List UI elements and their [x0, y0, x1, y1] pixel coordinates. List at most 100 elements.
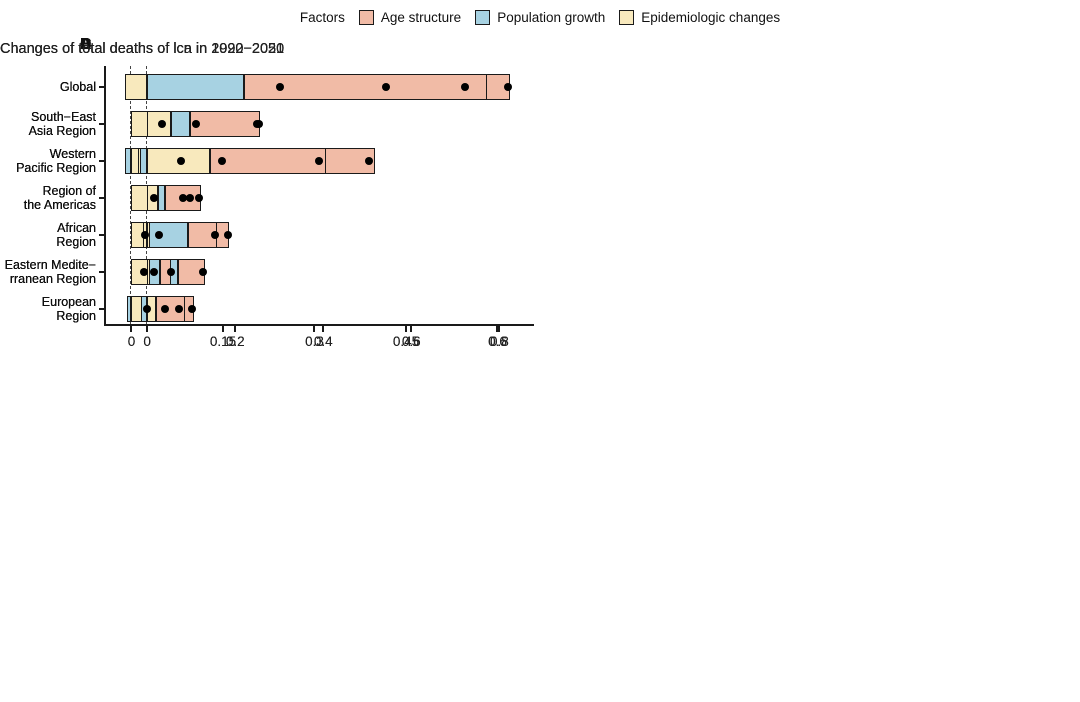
y-axis-label: Western Pacific Region [16, 146, 96, 176]
legend-item-epidemiologic-changes: Epidemiologic changes [619, 9, 781, 25]
legend: Factors Age structure Population growth … [0, 4, 1080, 30]
x-axis-tick-label: 0.6 [401, 334, 421, 349]
x-axis-tick-label: 0.4 [313, 334, 333, 349]
net-change-dot [139, 268, 148, 276]
age-structure-segment [210, 148, 327, 174]
panel-letter: B [80, 36, 92, 53]
x-axis-tick [496, 326, 499, 332]
x-axis-tick-label: 0.45 [392, 334, 420, 349]
net-change-dot [161, 305, 169, 313]
legend-title: Factors [299, 9, 345, 25]
net-change-dot [186, 194, 195, 202]
net-change-dot [157, 120, 166, 128]
y-axis-label: European Region [41, 294, 96, 324]
y-axis-label: Eastern Medite− rranean Region [4, 257, 96, 287]
y-axis-label: Global [59, 79, 96, 94]
net-change-dot [504, 83, 513, 91]
x-axis-tick [404, 326, 407, 332]
y-axis-label: South−East Asia Region [28, 109, 96, 139]
y-axis-label: Global [59, 79, 96, 94]
x-axis-tick-label: 0.6 [488, 334, 507, 349]
zero-reference-line [130, 66, 132, 324]
x-axis-tick [322, 326, 325, 332]
y-axis-label: Region of the Americas [23, 183, 96, 213]
y-axis-tick [99, 308, 104, 310]
y-axis-label: Region of the Americas [23, 183, 96, 213]
x-axis-tick-label: 0 [143, 334, 151, 349]
legend-item-age-structure: Age structure [358, 9, 462, 25]
x-axis-tick-label: 0.8 [489, 334, 509, 349]
y-axis-label: Region of the Americas [23, 183, 96, 213]
panels-grid: A Changes of total deaths of lcn in 1990… [0, 30, 1080, 702]
net-change-dot [314, 157, 323, 165]
y-axis-label: South−East Asia Region [28, 109, 96, 139]
y-axis-label: Western Pacific Region [16, 146, 96, 176]
panel-letter: C [80, 36, 92, 53]
x-axis-tick [130, 326, 133, 332]
y-axis-tick [99, 197, 104, 199]
x-axis-line [104, 324, 534, 326]
x-axis-tick [410, 326, 413, 332]
y-axis-tick [99, 86, 104, 88]
y-axis-label: Global [59, 79, 96, 94]
net-change-dot [150, 194, 159, 202]
y-axis-tick [99, 234, 104, 236]
net-change-dot [155, 231, 164, 239]
net-change-dot [255, 120, 264, 128]
net-change-dot [224, 231, 233, 239]
y-axis-label: South−East Asia Region [28, 109, 96, 139]
epidemiologic-changes-swatch-icon [619, 9, 635, 25]
y-axis-label: Western Pacific Region [16, 146, 96, 176]
y-axis-tick [99, 271, 104, 273]
panel-letter: A [80, 36, 92, 53]
y-axis-label: European Region [41, 294, 96, 324]
x-axis-tick-label: 0.2 [225, 334, 245, 349]
y-axis-label: African Region [56, 220, 96, 250]
age-structure-swatch-icon [358, 9, 374, 25]
net-change-dot [199, 268, 208, 276]
x-axis-tick-label: 0.15 [209, 334, 237, 349]
y-axis-label: Eastern Medite− rranean Region [4, 257, 96, 287]
x-axis-tick-label: 0.4 [313, 334, 333, 349]
net-change-dot [195, 194, 204, 202]
net-change-dot [460, 83, 469, 91]
y-axis-label: Western Pacific Region [16, 146, 96, 176]
x-axis-tick [146, 326, 149, 332]
x-axis-tick-label: 0.3 [305, 334, 324, 349]
net-change-dot [179, 194, 188, 202]
panel-D: D Changes of total deaths of lca in 2022… [0, 30, 540, 366]
net-change-dot [177, 157, 186, 165]
x-axis-tick [221, 326, 224, 332]
x-axis-tick-label: 0 [143, 334, 151, 349]
net-change-dot [275, 83, 284, 91]
y-axis-line [104, 66, 106, 326]
x-axis-tick [313, 326, 316, 332]
x-axis-tick-label: 0 [127, 334, 136, 349]
legend-item-population-growth: Population growth [475, 9, 606, 25]
net-change-dot [365, 157, 374, 165]
y-axis-label: Region of the Americas [23, 183, 96, 213]
legend-item-label: Epidemiologic changes [641, 9, 781, 25]
x-axis-tick [498, 326, 501, 332]
population-growth-segment [139, 148, 148, 174]
y-axis-label: European Region [41, 294, 96, 324]
age-structure-segment [244, 74, 488, 100]
y-axis-label: African Region [56, 220, 96, 250]
population-growth-swatch-icon [475, 9, 491, 25]
net-change-dot [149, 268, 158, 276]
population-growth-segment [171, 111, 191, 137]
y-axis-label: South−East Asia Region [28, 109, 96, 139]
legend-item-label: Population growth [497, 9, 606, 25]
x-axis-tick-label: 0.6 [401, 334, 421, 349]
y-axis-label: Eastern Medite− rranean Region [4, 257, 96, 287]
net-change-dot [381, 83, 390, 91]
y-axis-label: African Region [56, 220, 96, 250]
x-axis-tick-label: 0.45 [392, 334, 420, 349]
panel-title: Changes of total deaths of lcn in 2022−2… [0, 41, 285, 57]
x-axis-tick-label: 0.8 [489, 334, 509, 349]
legend-item-label: Age structure [380, 9, 462, 25]
population-growth-segment [147, 74, 245, 100]
x-axis-tick-label: 0.3 [305, 334, 324, 349]
population-growth-segment [126, 296, 132, 322]
